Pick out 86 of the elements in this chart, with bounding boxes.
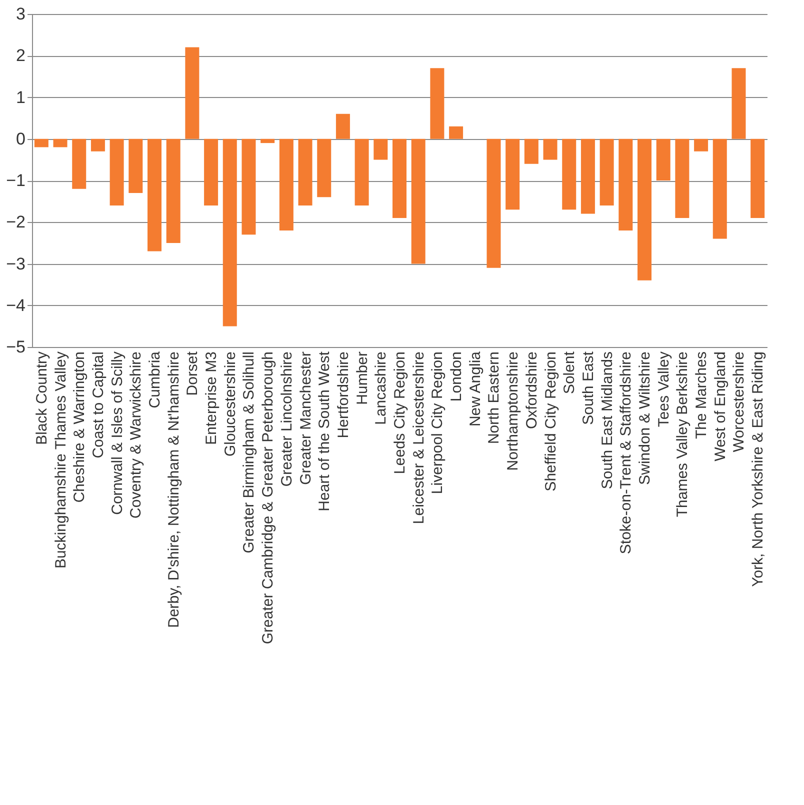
x-tick-label: York, North Yorkshire & East Riding [750, 352, 767, 587]
bar [90, 138, 105, 152]
x-tick-label: South East Midlands [598, 352, 616, 490]
x-tick-label: Hertfordshire [334, 352, 352, 438]
bar [638, 138, 652, 280]
x-tick-label: Cheshire & Warrington [71, 352, 88, 503]
x-tick-label: Lancashire [372, 352, 390, 425]
bar [562, 138, 576, 210]
bar [53, 138, 68, 148]
bar [72, 138, 86, 189]
bar [506, 138, 520, 210]
y-tick-label: 2 [16, 46, 26, 66]
bar [392, 138, 406, 218]
x-tick-label: Cornwall & Isles of Scilly [108, 351, 126, 515]
bar [354, 138, 369, 206]
x-tick-label: Dorset [184, 350, 202, 396]
x-tick-label: Coventry & Warwickshire [128, 352, 145, 518]
bar [543, 138, 558, 160]
bar [336, 114, 350, 139]
bar [750, 138, 765, 218]
bar [600, 138, 614, 206]
x-tick-label: Buckinghamshire Thames Valley [52, 351, 70, 569]
bar [618, 138, 633, 230]
bar [580, 138, 595, 214]
x-tick-label: Greater Cambridge & Greater Peterborough [260, 352, 277, 644]
x-tick-label: Gloucestershire [222, 352, 239, 457]
bar [317, 138, 332, 198]
bar [656, 138, 670, 180]
y-tick-label: 1 [16, 88, 26, 107]
bar [712, 138, 727, 239]
bar [34, 138, 48, 148]
bar [374, 138, 388, 160]
y-tick-label: −3 [6, 254, 26, 274]
x-tick-label: Greater Lincolnshire [278, 352, 296, 487]
y-tick-label: −2 [6, 212, 26, 232]
bar [110, 138, 124, 206]
x-tick-label: Cumbria [146, 350, 164, 408]
x-tick-label: Tees Valley [655, 351, 672, 428]
y-tick-label: −5 [6, 338, 26, 356]
x-tick-label: Northamptonshire [504, 352, 522, 471]
x-tick-label: Stoke-on-Trent & Staffordshire [618, 352, 635, 554]
x-tick-label: North Eastern [486, 352, 503, 444]
bar [166, 138, 180, 243]
bar [222, 138, 237, 326]
bar [486, 138, 501, 268]
x-tick-label: Sheffield City Region [542, 352, 560, 492]
y-tick-label: 3 [16, 4, 26, 24]
y-tick-label: −1 [6, 171, 26, 190]
x-tick-label: South East [580, 350, 597, 425]
x-tick-label: Leeds City Region [392, 352, 408, 474]
bar [430, 68, 444, 139]
bar [242, 138, 256, 235]
x-tick-label: Thames Valley Berkshire [674, 352, 692, 518]
x-tick-label: Humber [354, 352, 371, 405]
bar [675, 138, 690, 218]
x-tick-label: Black Country [33, 351, 50, 445]
y-tick-label: 0 [16, 129, 26, 148]
bar [204, 138, 218, 206]
bar [260, 138, 275, 144]
bar [694, 138, 708, 152]
bar [298, 138, 312, 206]
y-tick-label: −4 [6, 296, 26, 315]
x-tick-label: Coast to Capital [90, 352, 107, 458]
bar [185, 47, 200, 139]
x-tick-label: Greater Manchester [297, 351, 314, 485]
x-tick-label: Leicester & Leicestershire [410, 352, 428, 524]
x-tick-label: Enterprise M3 [203, 352, 220, 445]
x-tick-label: Oxfordshire [523, 352, 540, 430]
bar [128, 138, 143, 193]
bar [148, 138, 162, 252]
x-tick-label: Greater Birmingham & Solihull [240, 352, 258, 554]
x-tick-label: Solent [561, 350, 578, 394]
x-tick-label: London [448, 352, 466, 402]
x-tick-label: Worcestershire [730, 352, 748, 452]
x-tick-label: Swindon & Wiltshire [636, 352, 654, 485]
bar [732, 68, 746, 139]
x-tick-label: West of England [712, 352, 729, 462]
x-tick-label: Heart of the South West [316, 350, 334, 512]
bar [524, 138, 538, 164]
x-tick-label: Liverpool City Region [429, 352, 446, 494]
x-tick-label: The Marches [693, 352, 710, 440]
x-tick-label: Derby, D'shire, Nottingham & Nt'hamshire [165, 352, 182, 628]
bar [411, 138, 426, 264]
bar [449, 126, 464, 139]
x-tick-label: New Anglia [466, 350, 484, 427]
bar [279, 138, 294, 230]
